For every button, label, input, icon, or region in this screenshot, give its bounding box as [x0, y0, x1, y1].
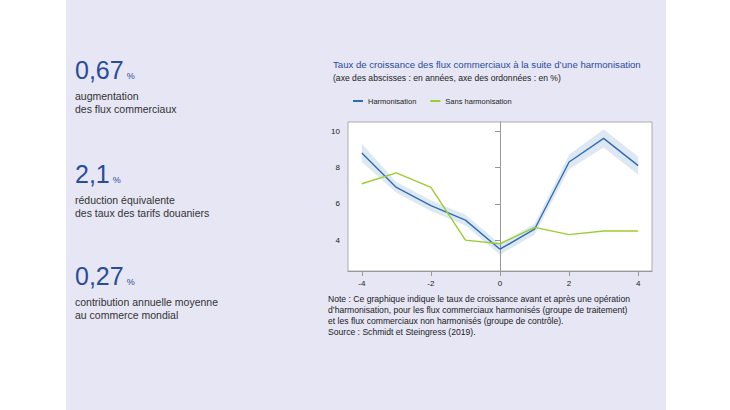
svg-text:-2: -2 [427, 279, 435, 288]
svg-text:0: 0 [498, 279, 503, 288]
html-text:contribution annuelle moyenne: contribution annuelle moyenne [75, 296, 218, 308]
svg-text:6: 6 [336, 199, 341, 208]
svg-text:-4: -4 [358, 279, 366, 288]
html-text:des taux des tarifs douaniers: des taux des tarifs douaniers [75, 207, 210, 219]
html-text:au commerce mondial: au commerce mondial [75, 309, 179, 321]
svg-text:Harmonisation: Harmonisation [368, 97, 416, 106]
html-text:augmentation: augmentation [75, 90, 139, 102]
html-text:Note : Ce graphique indique le: Note : Ce graphique indique le taux de c… [328, 294, 630, 326]
svg-text:10: 10 [331, 127, 340, 136]
svg-text:4: 4 [636, 279, 641, 288]
svg-text:4: 4 [336, 236, 341, 245]
svg-text:Sans harmonisation: Sans harmonisation [445, 97, 511, 106]
html-text:réduction équivalente: réduction équivalente [75, 194, 175, 206]
svg-text:8: 8 [336, 163, 341, 172]
html-text:des flux commerciaux: des flux commerciaux [75, 103, 177, 115]
svg-text:(axe des abscisses : en années: (axe des abscisses : en années, axe des … [333, 73, 561, 83]
html-text:2,1: 2,1 [75, 160, 110, 188]
html-text:0,67: 0,67 [75, 56, 124, 84]
html-text:Source : Schmidt et Steingress: Source : Schmidt et Steingress (2019). [328, 327, 476, 337]
svg-text:2: 2 [567, 279, 572, 288]
html-text:0,27: 0,27 [75, 262, 124, 290]
svg-text:Taux de croissance des flux co: Taux de croissance des flux commerciaux … [333, 59, 641, 70]
